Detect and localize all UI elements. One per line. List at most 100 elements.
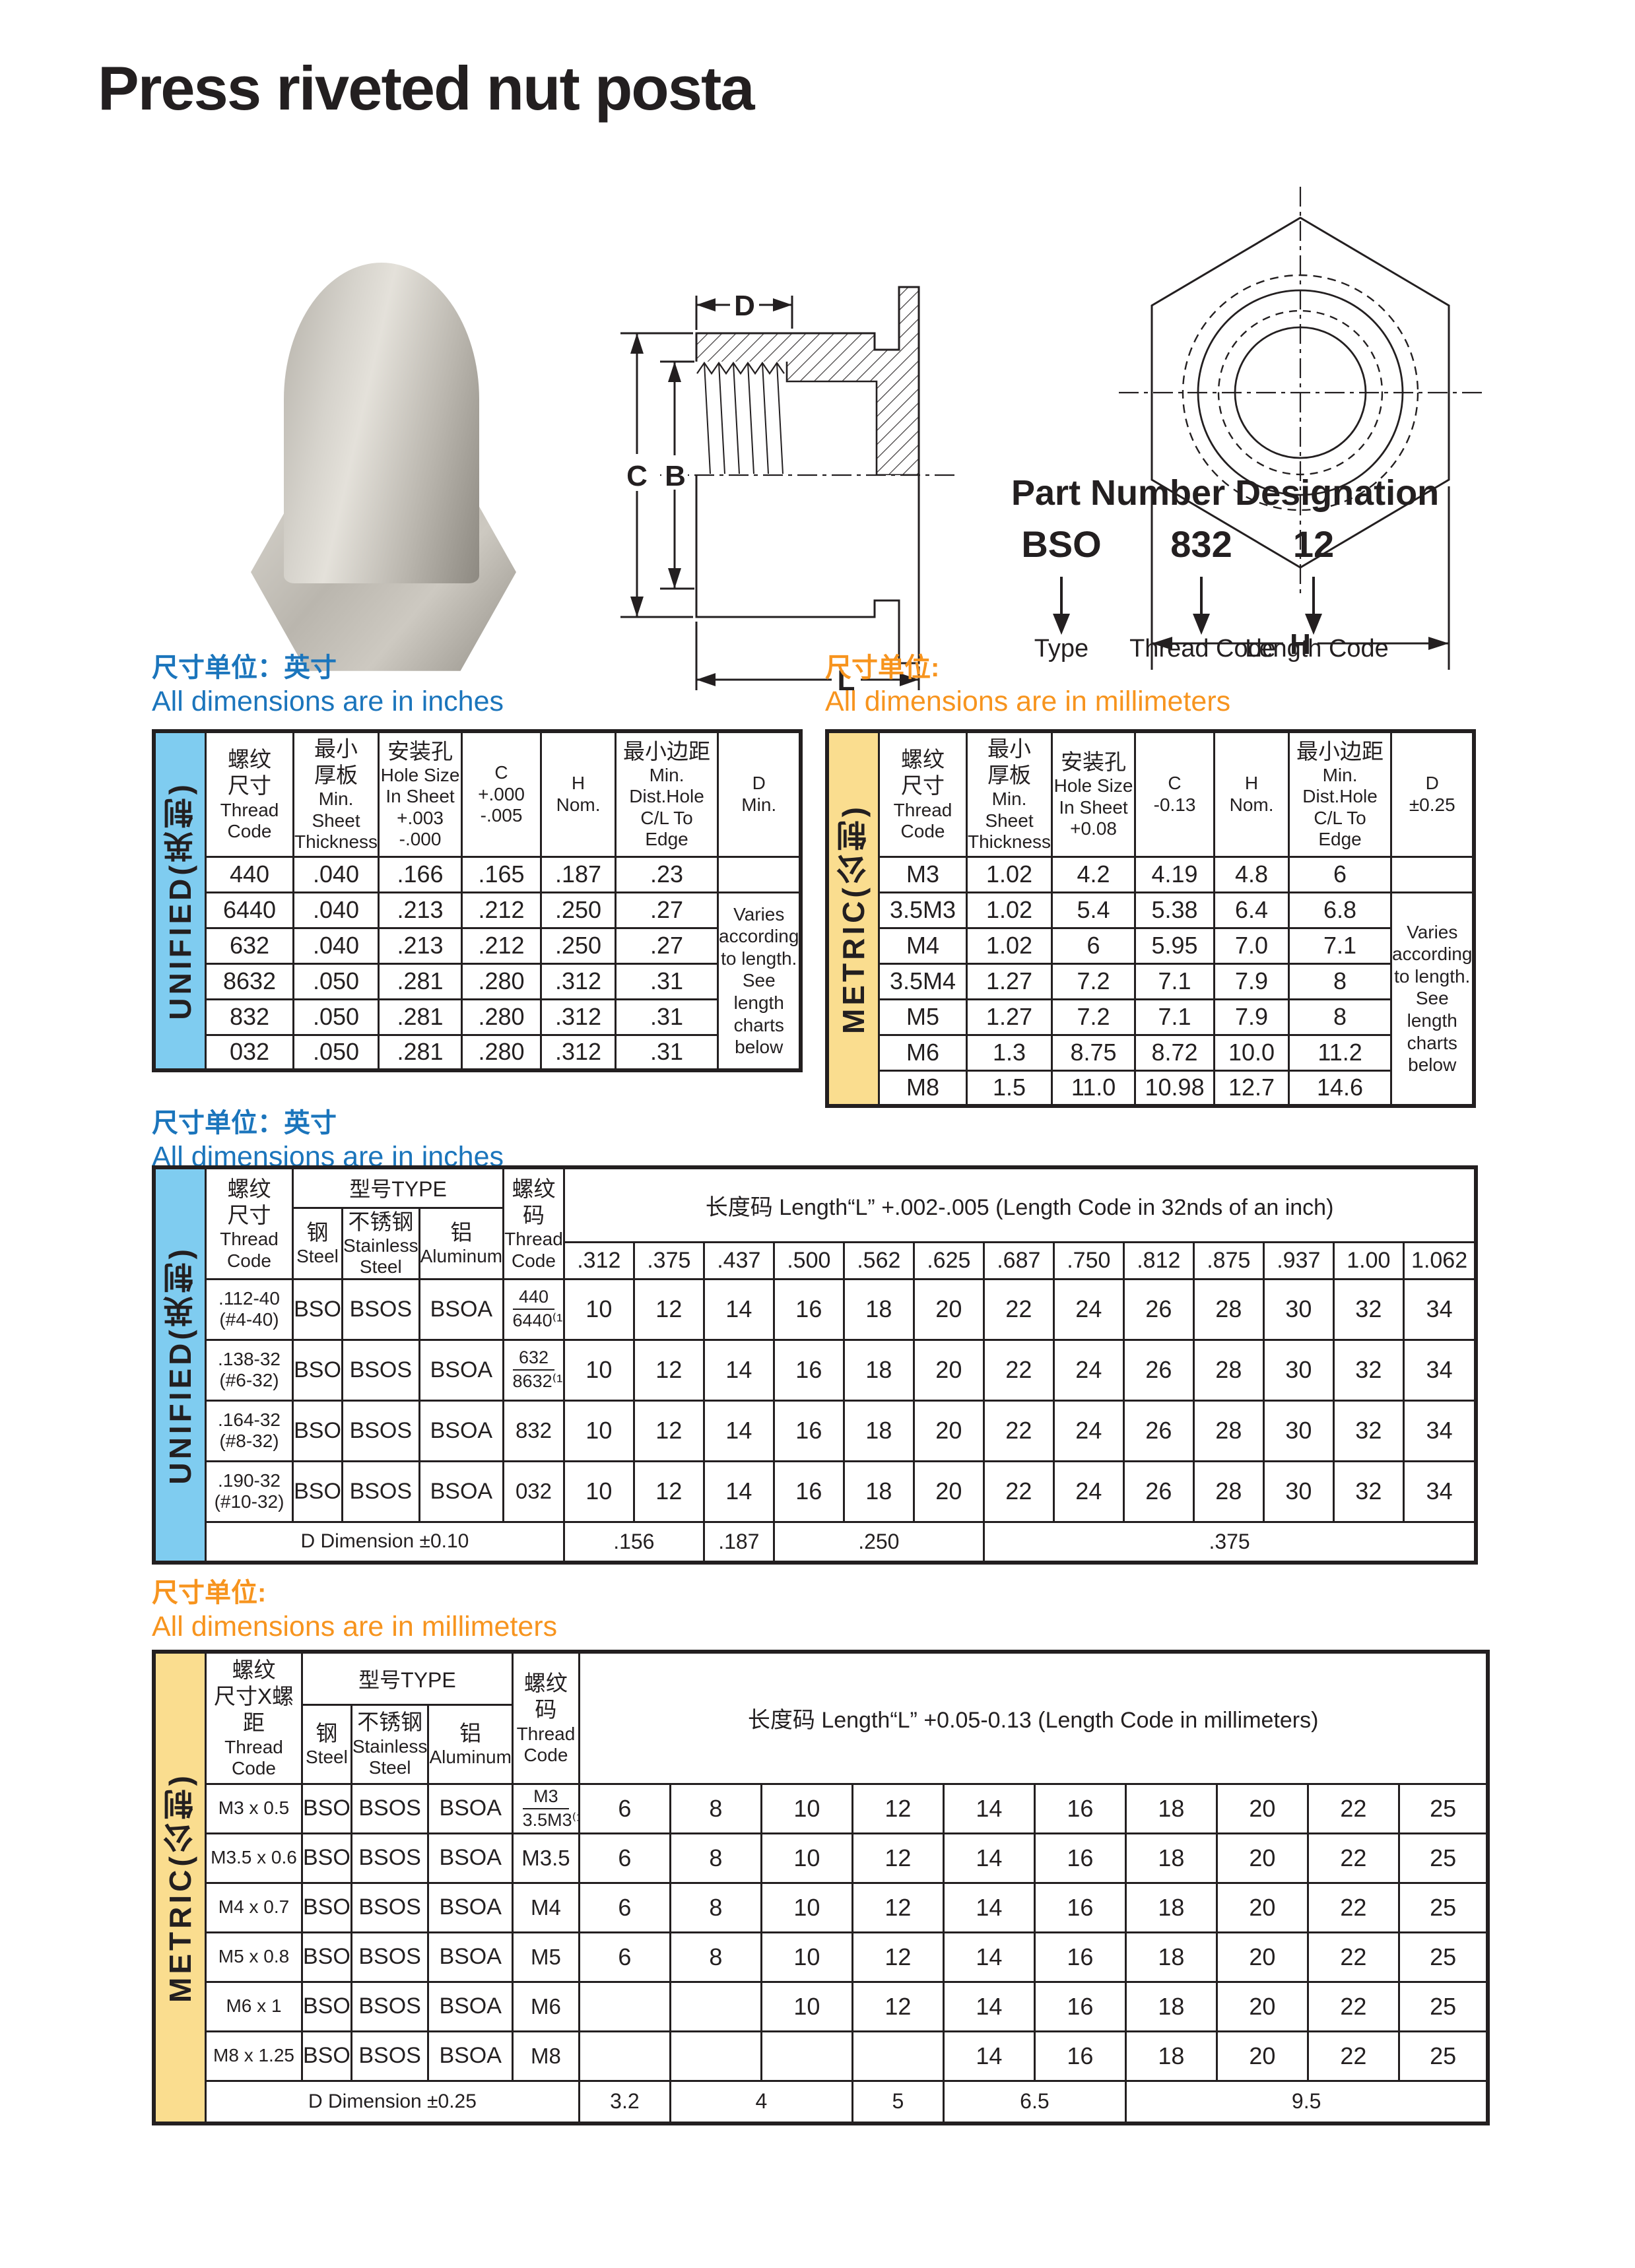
length-code-cell: 16 xyxy=(772,1338,845,1402)
type-cell: BSOS xyxy=(350,1931,430,1983)
varies-note: Varies according to length. See length c… xyxy=(1390,891,1475,1107)
cell: 1.27 xyxy=(965,998,1053,1036)
length-code-cell: 8 xyxy=(669,1782,762,1834)
part-number-arrows xyxy=(1053,577,1322,635)
length-code-cell: 22 xyxy=(1306,1832,1400,1884)
type-cell: BSOS xyxy=(341,1399,420,1462)
table-row: M8 x 1.25 BSO BSOS BSOA M8 14 16 18 20 22 25 xyxy=(154,2030,1489,2082)
thread-teeth xyxy=(696,362,785,375)
table-row: .312.375.437.500.562.625.687.750.812.875… xyxy=(154,1241,1477,1280)
table-row: UNIFIED(英制) 螺纹 尺寸 Thread Code 型号TYPE 螺纹码 Thread… xyxy=(152,1166,1477,1564)
table-row: M8 1.5 11.0 10.98 12.7 14.6 xyxy=(827,1069,1474,1107)
length-code-cell: 26 xyxy=(1122,1460,1195,1523)
cell: 4.2 xyxy=(1051,855,1137,893)
type-cell: BSO xyxy=(301,1980,352,2032)
heading-en: All dimensions are in millimeters xyxy=(152,1611,558,1642)
type-cell: BSO xyxy=(292,1460,343,1523)
dim-label-b: B xyxy=(665,460,686,492)
heading-en: All dimensions are in inches xyxy=(152,686,504,717)
table-row: M3.5 x 0.6 BSO BSOS BSOA M3.5 6 8 10 12 14 16 18 20 2… xyxy=(154,1832,1489,1884)
length-code-cell: 16 xyxy=(1033,1980,1127,2032)
cell: .212 xyxy=(461,891,543,929)
length-code-cell: 10 xyxy=(760,1832,853,1884)
length-code-cell: 12 xyxy=(632,1338,705,1402)
d-dimension-value: .375 xyxy=(982,1520,1477,1564)
length-code-cell: 26 xyxy=(1122,1399,1195,1462)
length-code-cell: 10 xyxy=(760,1931,853,1983)
cell: .281 xyxy=(378,1033,463,1072)
thread-size-cell: .164-32 (#8-32) xyxy=(205,1399,294,1462)
header-cell: 安装孔 Hole Size In Sheet +.003 -.000 xyxy=(378,730,463,858)
cell: .050 xyxy=(292,962,380,1000)
cell: 8632 xyxy=(205,962,294,1000)
length-code-cell: 28 xyxy=(1192,1460,1265,1523)
length-code-cell: 22 xyxy=(982,1278,1055,1341)
length-code-cell: 14 xyxy=(942,1931,1036,1983)
table-row: 440.040.166.165.187.23 xyxy=(154,855,802,893)
thread-size-cell: .190-32 (#10-32) xyxy=(205,1460,294,1523)
length-code-cell: 22 xyxy=(1306,2030,1400,2082)
length-code-cell: 14 xyxy=(702,1338,775,1402)
part-number-length-code: 12 xyxy=(1292,523,1335,565)
length-code-cell: 20 xyxy=(1215,1980,1309,2032)
part-number-label-thread: Thread Code xyxy=(1129,635,1276,663)
length-code-cell: 14 xyxy=(942,1782,1036,1834)
material-header: 钢 Steel xyxy=(301,1703,352,1785)
length-code-cell: 12 xyxy=(851,1931,945,1983)
table-row: .164-32 (#8-32) BSO BSOS BSOA 832 10 12 14 16 18 20… xyxy=(154,1399,1477,1462)
header-cell: C +.000 -.005 xyxy=(461,730,543,858)
header-cell: 最小 厚板 Min. Sheet Thickness xyxy=(292,730,380,858)
cell: .312 xyxy=(540,1033,617,1072)
thread-code-header: 螺纹码 Thread Code xyxy=(511,1650,580,1785)
length-value-header: .812 xyxy=(1122,1241,1195,1280)
length-code-cell: 12 xyxy=(632,1460,705,1523)
length-code-cell: 30 xyxy=(1262,1278,1335,1341)
header-cell: 螺纹 尺寸 Thread Code xyxy=(878,730,968,858)
cell: 5.38 xyxy=(1134,891,1216,929)
part-number-type-code: BSO xyxy=(1021,523,1102,565)
type-cell: BSOS xyxy=(350,1980,430,2032)
empty-d-cell xyxy=(717,855,802,893)
thread-size-header: 螺纹 尺寸X螺距 Thread Code xyxy=(205,1650,303,1785)
table-row: 032.050.281.280.312.31 xyxy=(154,1033,801,1072)
length-code-cell: 20 xyxy=(1215,1931,1309,1983)
cell: .050 xyxy=(292,998,380,1036)
hex-front-drawing: H xyxy=(1119,187,1482,670)
type-cell: BSOS xyxy=(350,1881,430,1933)
cell: 7.9 xyxy=(1213,998,1290,1036)
cell: .250 xyxy=(540,926,617,965)
type-cell: BSO xyxy=(292,1399,343,1462)
part-number-title: Part Number Designation xyxy=(1011,473,1440,513)
thread-size-cell: M4 x 0.7 xyxy=(205,1881,303,1933)
length-code-cell: 20 xyxy=(912,1338,985,1402)
down-arrow-icon xyxy=(1305,614,1322,635)
type-cell: BSOA xyxy=(427,1980,514,2032)
cell: 14.6 xyxy=(1288,1069,1393,1107)
table-row: 8632.050.281.280.312.31 xyxy=(154,962,801,1000)
type-cell: BSO xyxy=(292,1278,343,1341)
d-dimension-value: .156 xyxy=(562,1520,705,1564)
length-code-cell: 18 xyxy=(842,1278,915,1341)
length-code-cell: 25 xyxy=(1397,1881,1489,1933)
type-cell: BSOS xyxy=(341,1338,420,1402)
cell: .23 xyxy=(615,855,719,893)
cell: 8.75 xyxy=(1051,1033,1137,1072)
cell: 10.0 xyxy=(1213,1033,1290,1072)
cell: .31 xyxy=(615,1033,719,1072)
d-dimension-value: 3.2 xyxy=(578,2079,671,2125)
cell: .040 xyxy=(292,926,380,965)
length-code-cell: 20 xyxy=(1215,1832,1309,1884)
type-cell: BSOA xyxy=(427,2030,514,2082)
length-code-cell: 16 xyxy=(772,1460,845,1523)
cell: 7.2 xyxy=(1051,962,1137,1000)
cell: .31 xyxy=(615,962,719,1000)
length-value-header: .500 xyxy=(772,1241,845,1280)
d-dimension-value: 6.5 xyxy=(942,2079,1127,2125)
cell: .165 xyxy=(461,855,543,893)
len-metric-table: METRIC(公制) 螺纹 尺寸X螺距 Thread Code 型号TYPE 螺纹码 Thre… xyxy=(152,1650,1490,2125)
cell: M3 xyxy=(878,855,968,893)
length-code-cell: 22 xyxy=(982,1460,1055,1523)
cell: 6440 xyxy=(205,891,294,929)
length-code-cell: 12 xyxy=(851,1782,945,1834)
cross-section-drawing: D C B L xyxy=(620,286,957,697)
